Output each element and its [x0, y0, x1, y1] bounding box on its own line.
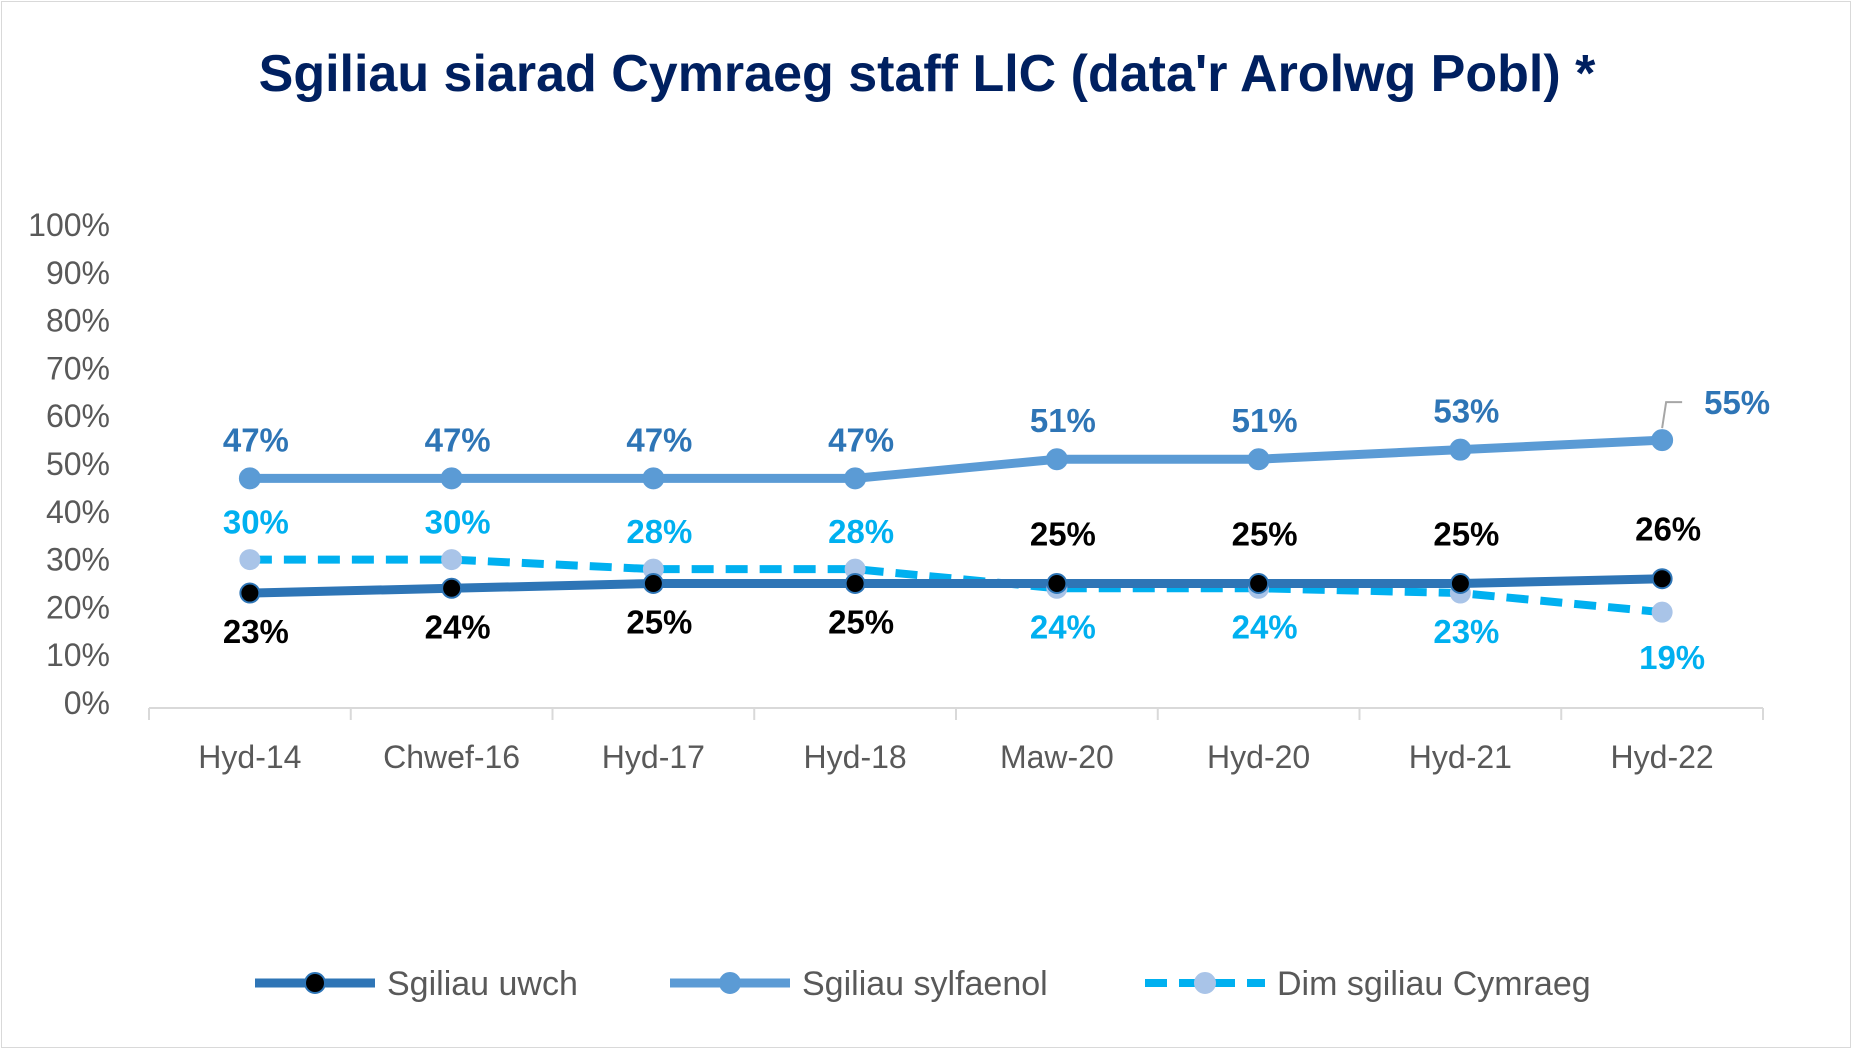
leader-line: [1661, 401, 1683, 429]
data-point: [441, 577, 463, 599]
data-label: 28%: [626, 513, 692, 550]
data-label: 19%: [1639, 639, 1705, 676]
series-line-0: [249, 574, 1663, 598]
x-tick-label: Hyd-17: [602, 739, 705, 775]
y-tick-label: 40%: [46, 494, 110, 530]
data-label: 30%: [223, 504, 289, 541]
data-point: [440, 467, 463, 490]
x-tick-label: Hyd-21: [1409, 739, 1512, 775]
series-line-1: [249, 435, 1663, 483]
data-label: 25%: [626, 604, 692, 641]
data-point: [441, 549, 463, 571]
data-point: [1651, 429, 1674, 452]
data-point: [1449, 438, 1472, 461]
data-label: 24%: [1232, 608, 1298, 645]
data-point: [642, 467, 665, 490]
y-tick-label: 10%: [46, 637, 110, 673]
data-label: 30%: [425, 504, 491, 541]
data-point: [844, 467, 867, 490]
y-tick-label: 0%: [64, 685, 110, 721]
data-point: [239, 549, 261, 571]
data-label: 25%: [1433, 516, 1499, 553]
x-tick-label: Chwef-16: [383, 739, 520, 775]
data-label: 47%: [828, 421, 894, 458]
data-point: [238, 467, 261, 490]
data-label: 23%: [1433, 613, 1499, 650]
legend-marker: [1194, 972, 1216, 994]
data-label: 51%: [1030, 402, 1096, 439]
data-point: [844, 573, 866, 594]
data-label: 47%: [223, 421, 289, 458]
data-label: 25%: [1030, 516, 1096, 553]
data-point: [642, 573, 664, 594]
data-point: [1046, 573, 1068, 594]
legend-label: Sgiliau uwch: [387, 965, 578, 1003]
y-tick-label: 30%: [46, 542, 110, 578]
data-label: 47%: [425, 421, 491, 458]
y-tick-label: 20%: [46, 589, 110, 625]
data-label: 28%: [828, 513, 894, 550]
y-tick-label: 50%: [46, 446, 110, 482]
legend-label: Dim sgiliau Cymraeg: [1277, 965, 1591, 1003]
data-point: [1651, 601, 1673, 623]
legend-label: Sgiliau sylfaenol: [802, 965, 1048, 1003]
data-label: 24%: [1030, 608, 1096, 645]
data-label: 25%: [828, 604, 894, 641]
data-label: 24%: [425, 608, 491, 645]
data-label: 26%: [1635, 511, 1701, 548]
data-point: [1045, 448, 1068, 471]
data-label: 53%: [1433, 393, 1499, 430]
data-label: 51%: [1232, 402, 1298, 439]
data-label: 55%: [1704, 384, 1770, 421]
data-point: [1449, 573, 1471, 594]
y-tick-label: 60%: [46, 398, 110, 434]
data-point: [1247, 448, 1270, 471]
y-tick-label: 80%: [46, 303, 110, 339]
data-point: [239, 582, 261, 604]
data-point: [1651, 568, 1673, 590]
data-label: 23%: [223, 613, 289, 650]
x-tick-label: Hyd-20: [1207, 739, 1310, 775]
x-tick-label: Hyd-14: [198, 739, 301, 775]
legend-marker: [719, 972, 741, 994]
chart-title: Sgiliau siarad Cymraeg staff LlC (data'r…: [258, 45, 1596, 103]
y-tick-label: 90%: [46, 255, 110, 291]
data-label: 47%: [626, 421, 692, 458]
data-point: [1248, 573, 1270, 594]
data-label: 25%: [1232, 516, 1298, 553]
legend-marker: [304, 972, 326, 994]
x-tick-label: Hyd-18: [804, 739, 907, 775]
y-tick-label: 70%: [46, 350, 110, 386]
y-tick-label: 100%: [28, 207, 110, 243]
x-tick-label: Maw-20: [1000, 739, 1114, 775]
x-tick-label: Hyd-22: [1611, 739, 1714, 775]
